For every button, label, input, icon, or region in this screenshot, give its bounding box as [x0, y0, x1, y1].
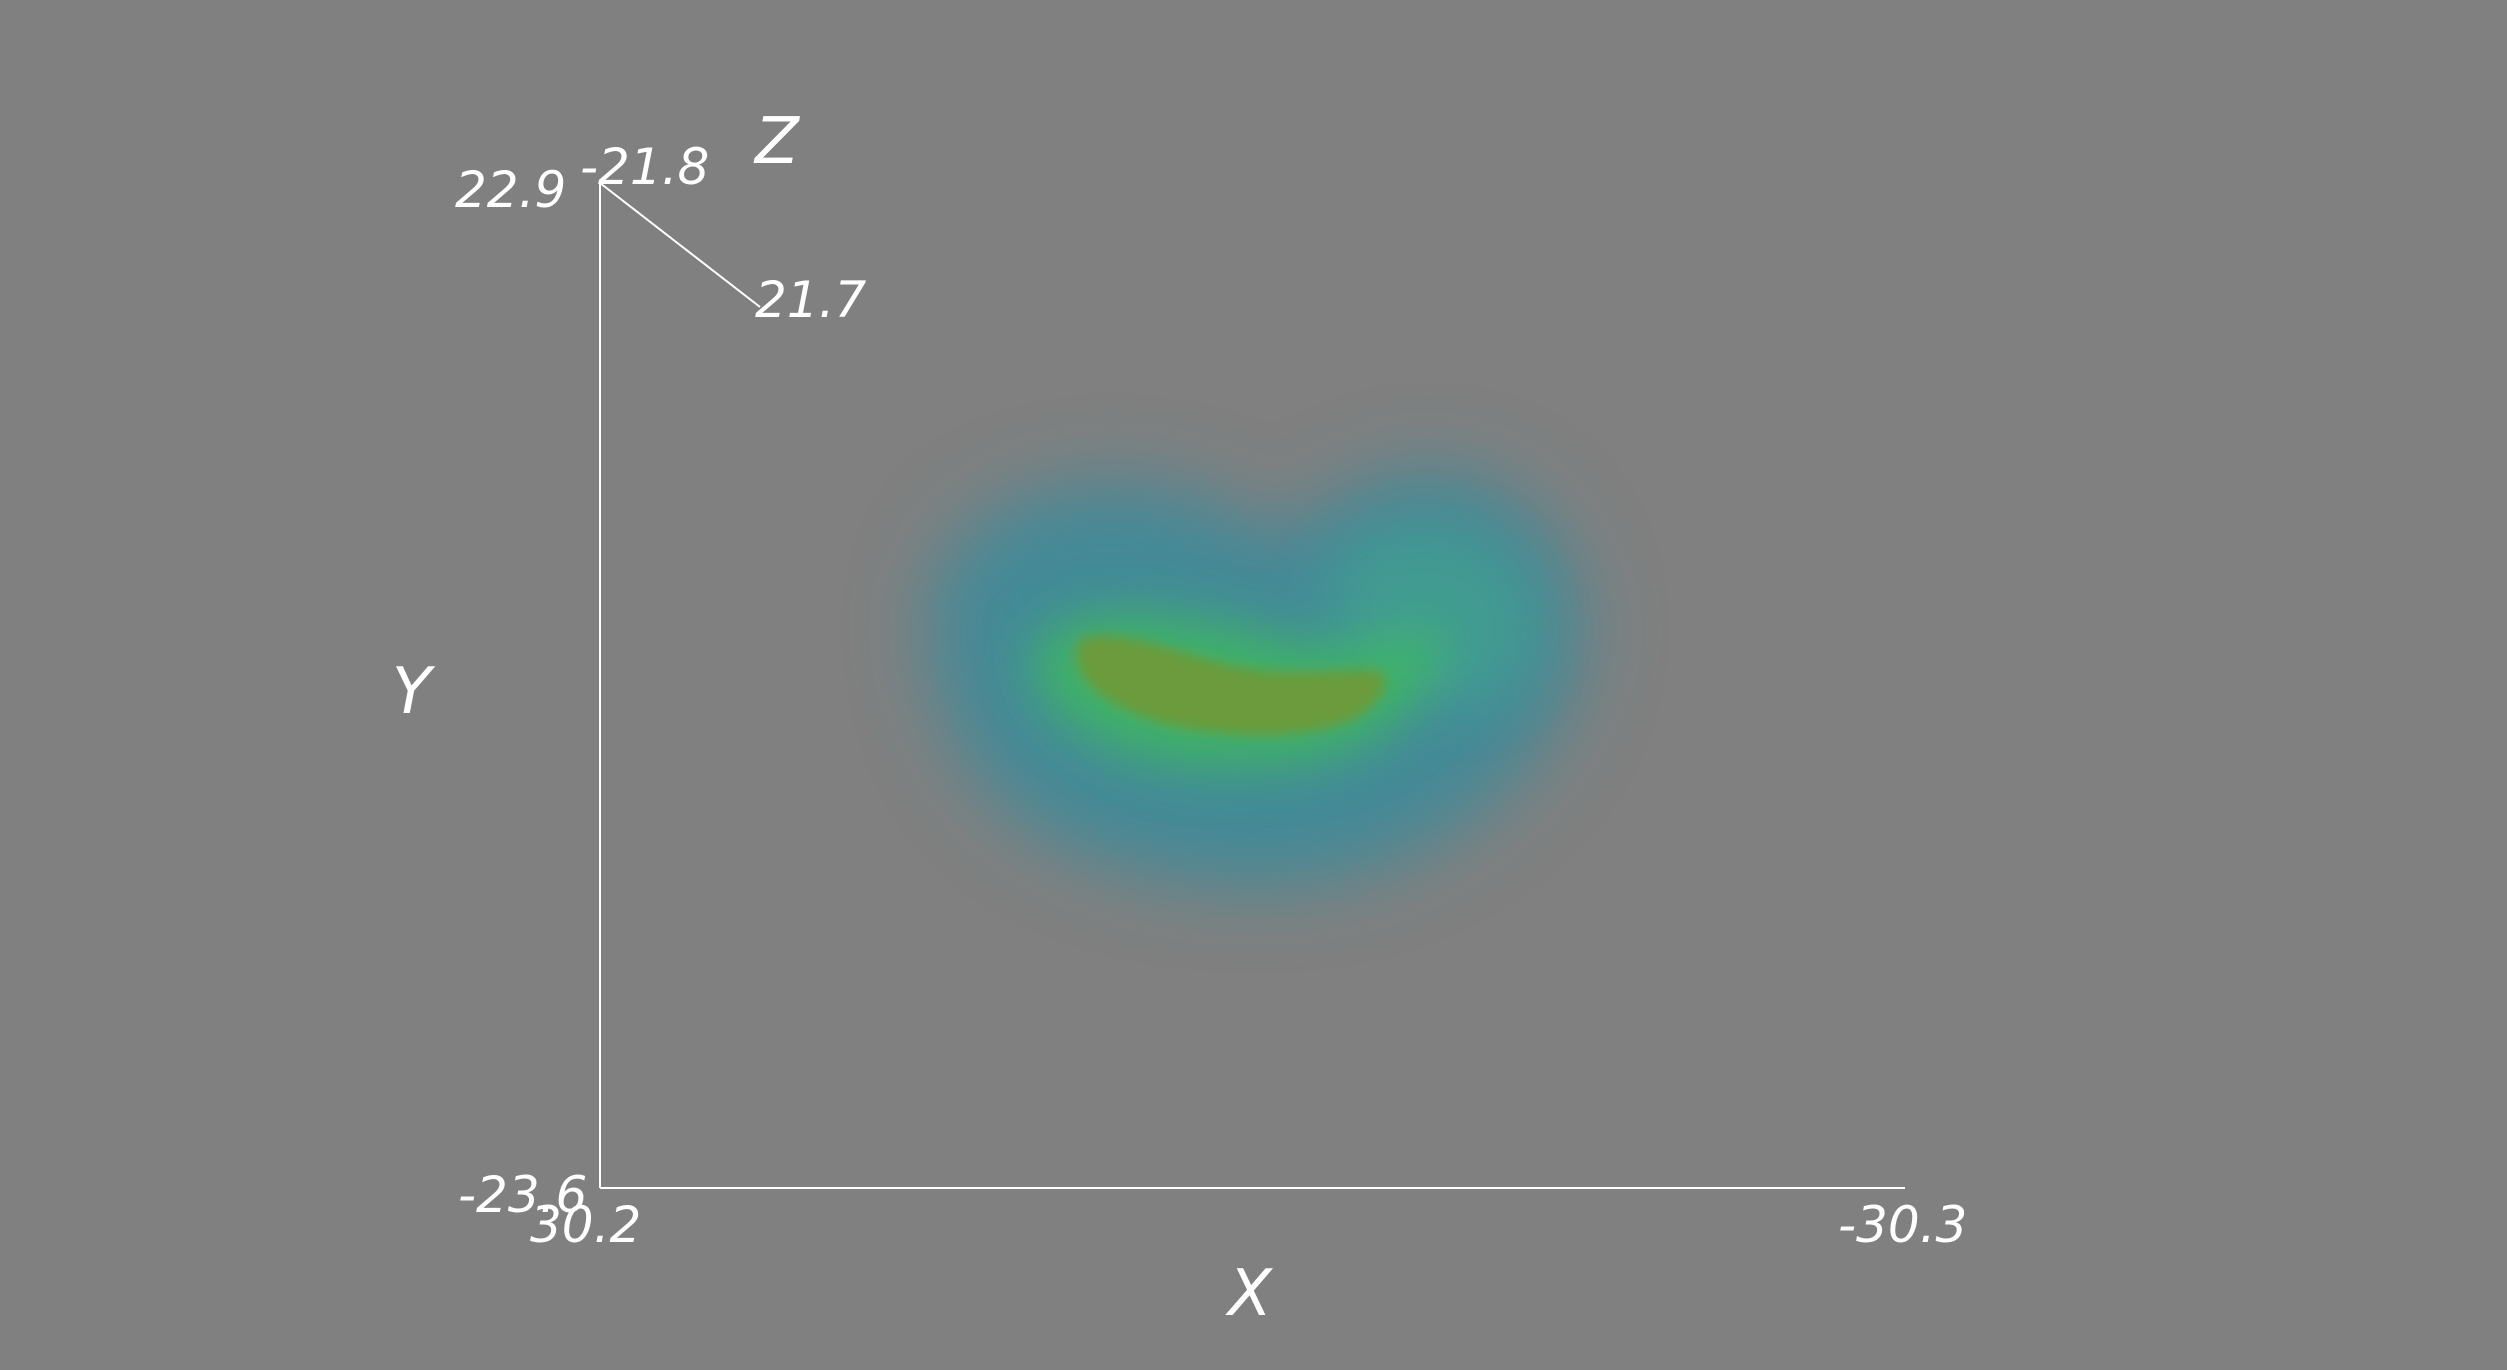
- y-axis-min-label: -23.6: [458, 1166, 588, 1224]
- z-axis-line: [599, 182, 761, 308]
- volume-core: [1075, 635, 1386, 735]
- y-axis-title: Y: [392, 655, 432, 729]
- x-axis-title: X: [1228, 1257, 1272, 1331]
- z-axis-title: Z: [755, 105, 799, 179]
- z-axis-min-label: -21.8: [580, 138, 710, 196]
- x-axis-min-label: 30.2: [530, 1196, 642, 1254]
- axes-lines: [599, 182, 1905, 1189]
- x-axis-max-label: -30.3: [1838, 1196, 1968, 1254]
- z-axis-max-label: 21.7: [755, 271, 867, 329]
- volume-blob: [930, 470, 1582, 885]
- y-axis-max-label: 22.9: [455, 161, 567, 219]
